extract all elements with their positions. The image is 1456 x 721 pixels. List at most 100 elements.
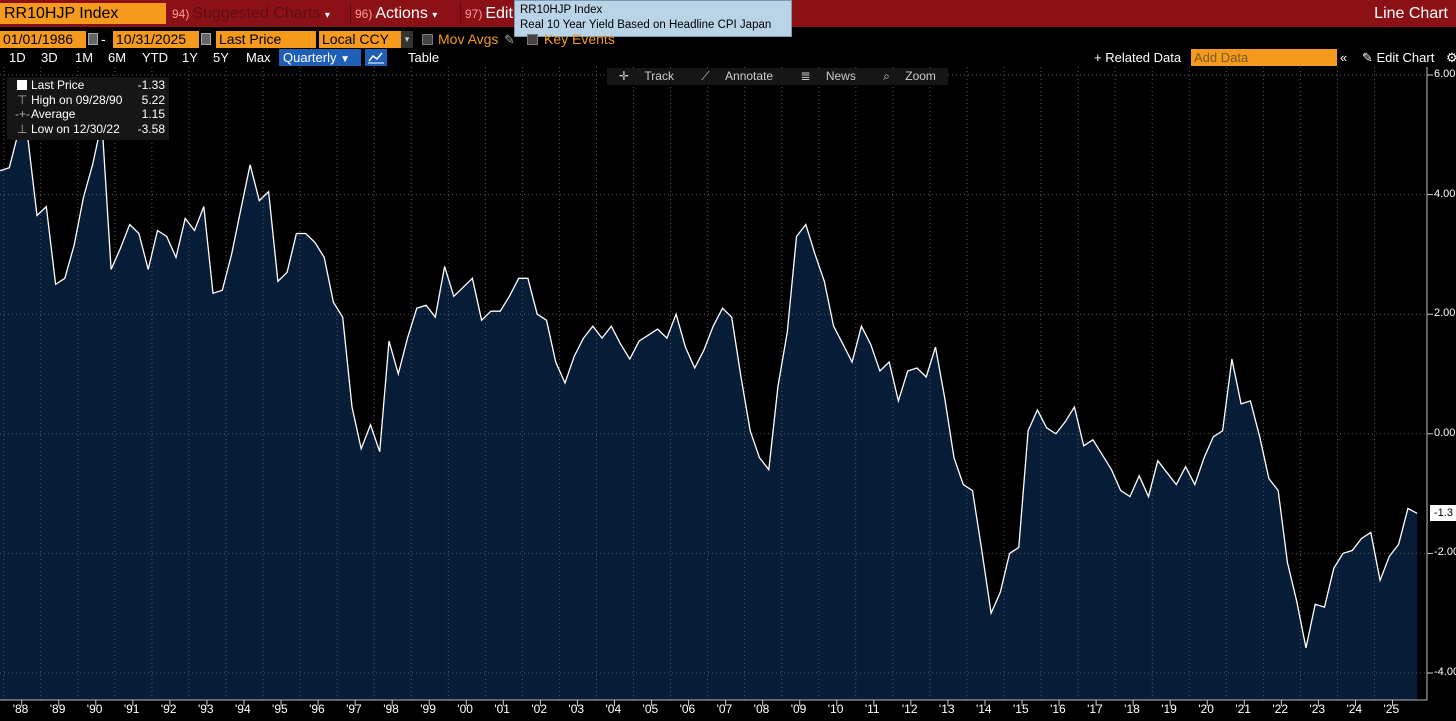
- x-tick-label: '02: [531, 702, 548, 716]
- x-tick-label: '91: [123, 702, 140, 716]
- mov-avgs-label[interactable]: Mov Avgs: [438, 31, 499, 47]
- period-6m[interactable]: 6M: [108, 50, 127, 65]
- actions-button[interactable]: 96) Actions ▾: [350, 3, 458, 24]
- gear-icon[interactable]: ⚙: [1446, 50, 1456, 65]
- add-data-input[interactable]: Add Data: [1191, 49, 1337, 66]
- start-date-input[interactable]: 01/01/1986: [0, 31, 86, 48]
- x-tick-label: '18: [1124, 702, 1140, 716]
- date-separator: -: [101, 31, 106, 47]
- pencil-icon[interactable]: ✎: [504, 32, 515, 47]
- x-tick-label: '22: [1272, 702, 1288, 716]
- x-tick-label: '00: [457, 702, 473, 716]
- dropdown-arrow-icon: ▾: [324, 10, 330, 21]
- suggested-charts-label: Suggested Charts: [192, 5, 321, 22]
- news-icon: ≣: [800, 69, 814, 83]
- magnifier-icon: ⌕: [883, 69, 894, 83]
- x-tick-label: '11: [864, 702, 880, 716]
- edit-chart-button[interactable]: ✎ Edit Chart: [1362, 49, 1434, 66]
- suggested-charts-button[interactable]: 94) Suggested Charts ▾: [168, 3, 348, 24]
- x-tick-label: '96: [309, 702, 325, 716]
- x-tick-label: '12: [901, 702, 918, 716]
- suggested-charts-number: 94): [172, 7, 190, 21]
- edit-button[interactable]: 97) Edit: [460, 3, 520, 24]
- legend-swatch: [17, 80, 27, 90]
- x-tick-label: '08: [753, 702, 770, 716]
- legend-high-value: 5.22: [141, 92, 165, 107]
- end-date-input[interactable]: 10/31/2025: [113, 31, 199, 48]
- track-button[interactable]: ✛ Track: [607, 69, 686, 83]
- x-tick-label: '89: [49, 702, 66, 716]
- period-5y[interactable]: 5Y: [213, 50, 229, 65]
- period-max[interactable]: Max: [246, 50, 271, 65]
- y-tick-label: 0.00: [1434, 426, 1456, 439]
- mov-avgs-checkbox[interactable]: [422, 34, 433, 45]
- legend-average: -+- Average 1.15: [11, 107, 165, 122]
- y-tick-label: 2.00: [1434, 307, 1456, 320]
- key-events-checkbox[interactable]: [527, 34, 538, 45]
- related-data-label: Related Data: [1105, 50, 1182, 65]
- chart-type-label[interactable]: Line Chart: [1374, 5, 1448, 22]
- annotate-icon: ⟋: [701, 69, 714, 83]
- legend-high-label: High on 09/28/90: [31, 92, 123, 107]
- x-tick-label: '15: [1013, 702, 1029, 716]
- chart-view-button[interactable]: [365, 49, 387, 66]
- legend-low-value: -3.58: [137, 121, 165, 136]
- series-area: [0, 121, 1418, 701]
- related-data-button[interactable]: + Related Data: [1094, 49, 1181, 66]
- news-button[interactable]: ≣ News: [788, 69, 867, 83]
- x-tick-label: '17: [1087, 702, 1103, 716]
- field-selector[interactable]: Last Price: [216, 31, 316, 48]
- x-tick-label: '95: [272, 702, 288, 716]
- period-3d[interactable]: 3D: [41, 50, 58, 65]
- chevron-down-icon: ▼: [340, 54, 350, 65]
- legend-high: ⊤ High on 09/28/90 5.22: [11, 93, 165, 108]
- plus-icon: +: [1094, 50, 1106, 65]
- zoom-button[interactable]: ⌕ Zoom: [871, 69, 948, 83]
- collapse-icon[interactable]: «: [1340, 50, 1348, 65]
- x-tick-label: '06: [679, 702, 696, 716]
- news-label: News: [825, 69, 856, 83]
- period-1y[interactable]: 1Y: [182, 50, 198, 65]
- legend-last-label: Last Price: [31, 78, 85, 92]
- x-tick-label: '16: [1050, 702, 1066, 716]
- x-tick-label: '25: [1383, 702, 1400, 716]
- high-marker-icon: ⊤: [17, 92, 28, 107]
- legend-low-label: Low on 12/30/22: [31, 121, 120, 136]
- legend-last-value: -1.33: [137, 78, 165, 92]
- x-tick-label: '04: [605, 702, 622, 716]
- line-chart[interactable]: [0, 67, 1456, 721]
- x-tick-label: '13: [938, 702, 955, 716]
- period-1m[interactable]: 1M: [75, 50, 94, 65]
- x-tick-label: '92: [160, 702, 177, 716]
- key-events-label[interactable]: Key Events: [544, 31, 615, 47]
- legend-last-price[interactable]: Last Price -1.33: [11, 78, 165, 93]
- period-1d[interactable]: 1D: [9, 50, 26, 65]
- table-tab[interactable]: Table: [408, 50, 440, 65]
- calendar-icon[interactable]: [201, 33, 211, 45]
- actions-number: 96): [355, 7, 373, 21]
- edit-label: Edit: [485, 5, 513, 22]
- y-tick-label: -4.00: [1434, 666, 1456, 678]
- line-chart-icon: [368, 52, 384, 64]
- annotate-button[interactable]: ⟋ Annotate: [689, 69, 785, 83]
- series-line[interactable]: [0, 121, 1418, 649]
- x-tick-label: '03: [568, 702, 585, 716]
- frequency-selector[interactable]: Quarterly ▼: [279, 49, 361, 66]
- tooltip-title: RR10HJP Index: [520, 4, 603, 16]
- x-tick-label: '99: [420, 702, 436, 716]
- frequency-label: Quarterly: [283, 50, 337, 65]
- calendar-icon[interactable]: [88, 33, 98, 45]
- x-tick-label: '01: [494, 702, 510, 716]
- x-tick-label: '07: [716, 702, 733, 716]
- zoom-label: Zoom: [905, 69, 936, 83]
- legend-avg-label: Average: [31, 107, 76, 121]
- tooltip-description: Real 10 Year Yield Based on Headline CPI…: [520, 19, 772, 31]
- x-tick-label: '09: [790, 702, 807, 716]
- currency-selector[interactable]: Local CCY: [319, 31, 401, 48]
- x-tick-label: '10: [827, 702, 844, 716]
- period-ytd[interactable]: YTD: [142, 50, 168, 65]
- x-tick-label: '19: [1161, 702, 1177, 716]
- x-tick-label: '23: [1309, 702, 1326, 716]
- chevron-down-icon[interactable]: ▾: [401, 31, 413, 48]
- ticker-input[interactable]: RR10HJP Index: [0, 3, 166, 24]
